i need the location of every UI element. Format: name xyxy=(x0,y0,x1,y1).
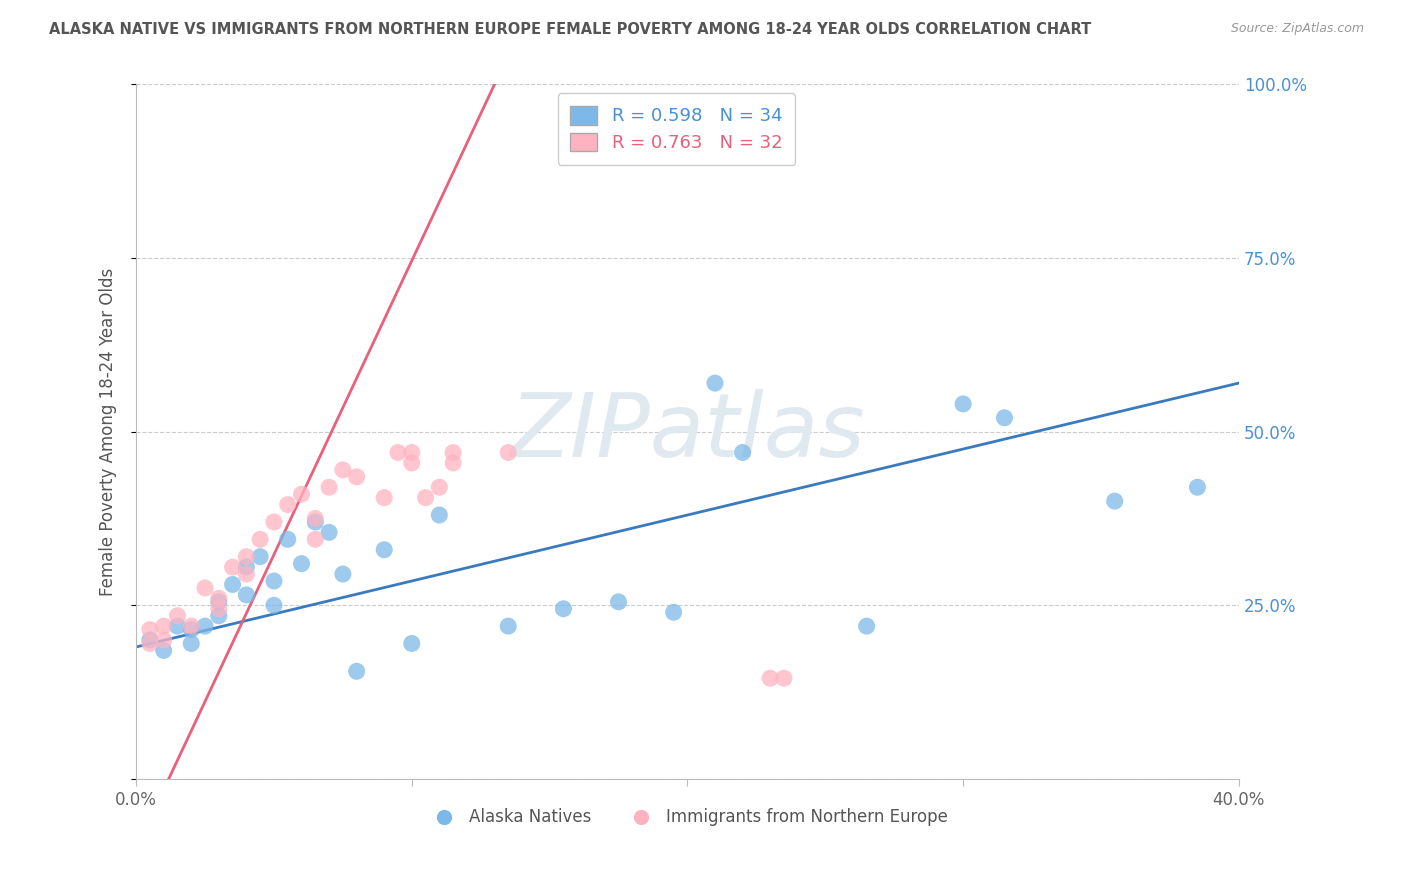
Point xyxy=(152,643,174,657)
Point xyxy=(704,376,727,390)
Point xyxy=(496,445,519,459)
Point xyxy=(235,588,257,602)
Text: Source: ZipAtlas.com: Source: ZipAtlas.com xyxy=(1230,22,1364,36)
Point xyxy=(194,581,217,595)
Point xyxy=(373,491,395,505)
Point xyxy=(496,619,519,633)
Point xyxy=(139,623,162,637)
Point xyxy=(139,633,162,648)
Point xyxy=(773,671,796,685)
Point xyxy=(304,515,326,529)
Point xyxy=(1104,494,1126,508)
Point xyxy=(401,636,423,650)
Point xyxy=(235,567,257,582)
Point xyxy=(401,456,423,470)
Point xyxy=(208,608,231,623)
Point xyxy=(318,525,340,540)
Point xyxy=(221,560,243,574)
Point xyxy=(166,619,188,633)
Point xyxy=(346,665,368,679)
Point xyxy=(221,577,243,591)
Point xyxy=(373,542,395,557)
Point xyxy=(152,619,174,633)
Point xyxy=(1187,480,1209,494)
Point xyxy=(277,498,299,512)
Y-axis label: Female Poverty Among 18-24 Year Olds: Female Poverty Among 18-24 Year Olds xyxy=(100,268,117,596)
Point xyxy=(304,533,326,547)
Point xyxy=(387,445,409,459)
Point xyxy=(332,463,354,477)
Point xyxy=(607,595,630,609)
Point xyxy=(208,591,231,606)
Point xyxy=(166,608,188,623)
Point xyxy=(427,508,450,522)
Point xyxy=(346,470,368,484)
Point xyxy=(553,601,575,615)
Point xyxy=(993,410,1015,425)
Point xyxy=(249,549,271,564)
Point xyxy=(180,623,202,637)
Point xyxy=(277,533,299,547)
Point xyxy=(662,605,685,619)
Point xyxy=(427,480,450,494)
Point xyxy=(139,636,162,650)
Point xyxy=(952,397,974,411)
Point xyxy=(235,549,257,564)
Point xyxy=(290,557,312,571)
Point xyxy=(180,636,202,650)
Point xyxy=(263,574,285,588)
Point xyxy=(332,567,354,582)
Point xyxy=(290,487,312,501)
Text: ZIPatlas: ZIPatlas xyxy=(509,389,865,475)
Text: ALASKA NATIVE VS IMMIGRANTS FROM NORTHERN EUROPE FEMALE POVERTY AMONG 18-24 YEAR: ALASKA NATIVE VS IMMIGRANTS FROM NORTHER… xyxy=(49,22,1091,37)
Point xyxy=(855,619,877,633)
Legend: Alaska Natives, Immigrants from Northern Europe: Alaska Natives, Immigrants from Northern… xyxy=(420,802,955,833)
Point xyxy=(180,619,202,633)
Point xyxy=(249,533,271,547)
Point xyxy=(263,599,285,613)
Point xyxy=(415,491,437,505)
Point xyxy=(208,601,231,615)
Point xyxy=(304,511,326,525)
Point xyxy=(441,456,464,470)
Point xyxy=(208,595,231,609)
Point xyxy=(194,619,217,633)
Point xyxy=(152,633,174,648)
Point xyxy=(263,515,285,529)
Point xyxy=(441,445,464,459)
Point xyxy=(235,560,257,574)
Point xyxy=(401,445,423,459)
Point xyxy=(759,671,782,685)
Point xyxy=(318,480,340,494)
Point xyxy=(731,445,754,459)
